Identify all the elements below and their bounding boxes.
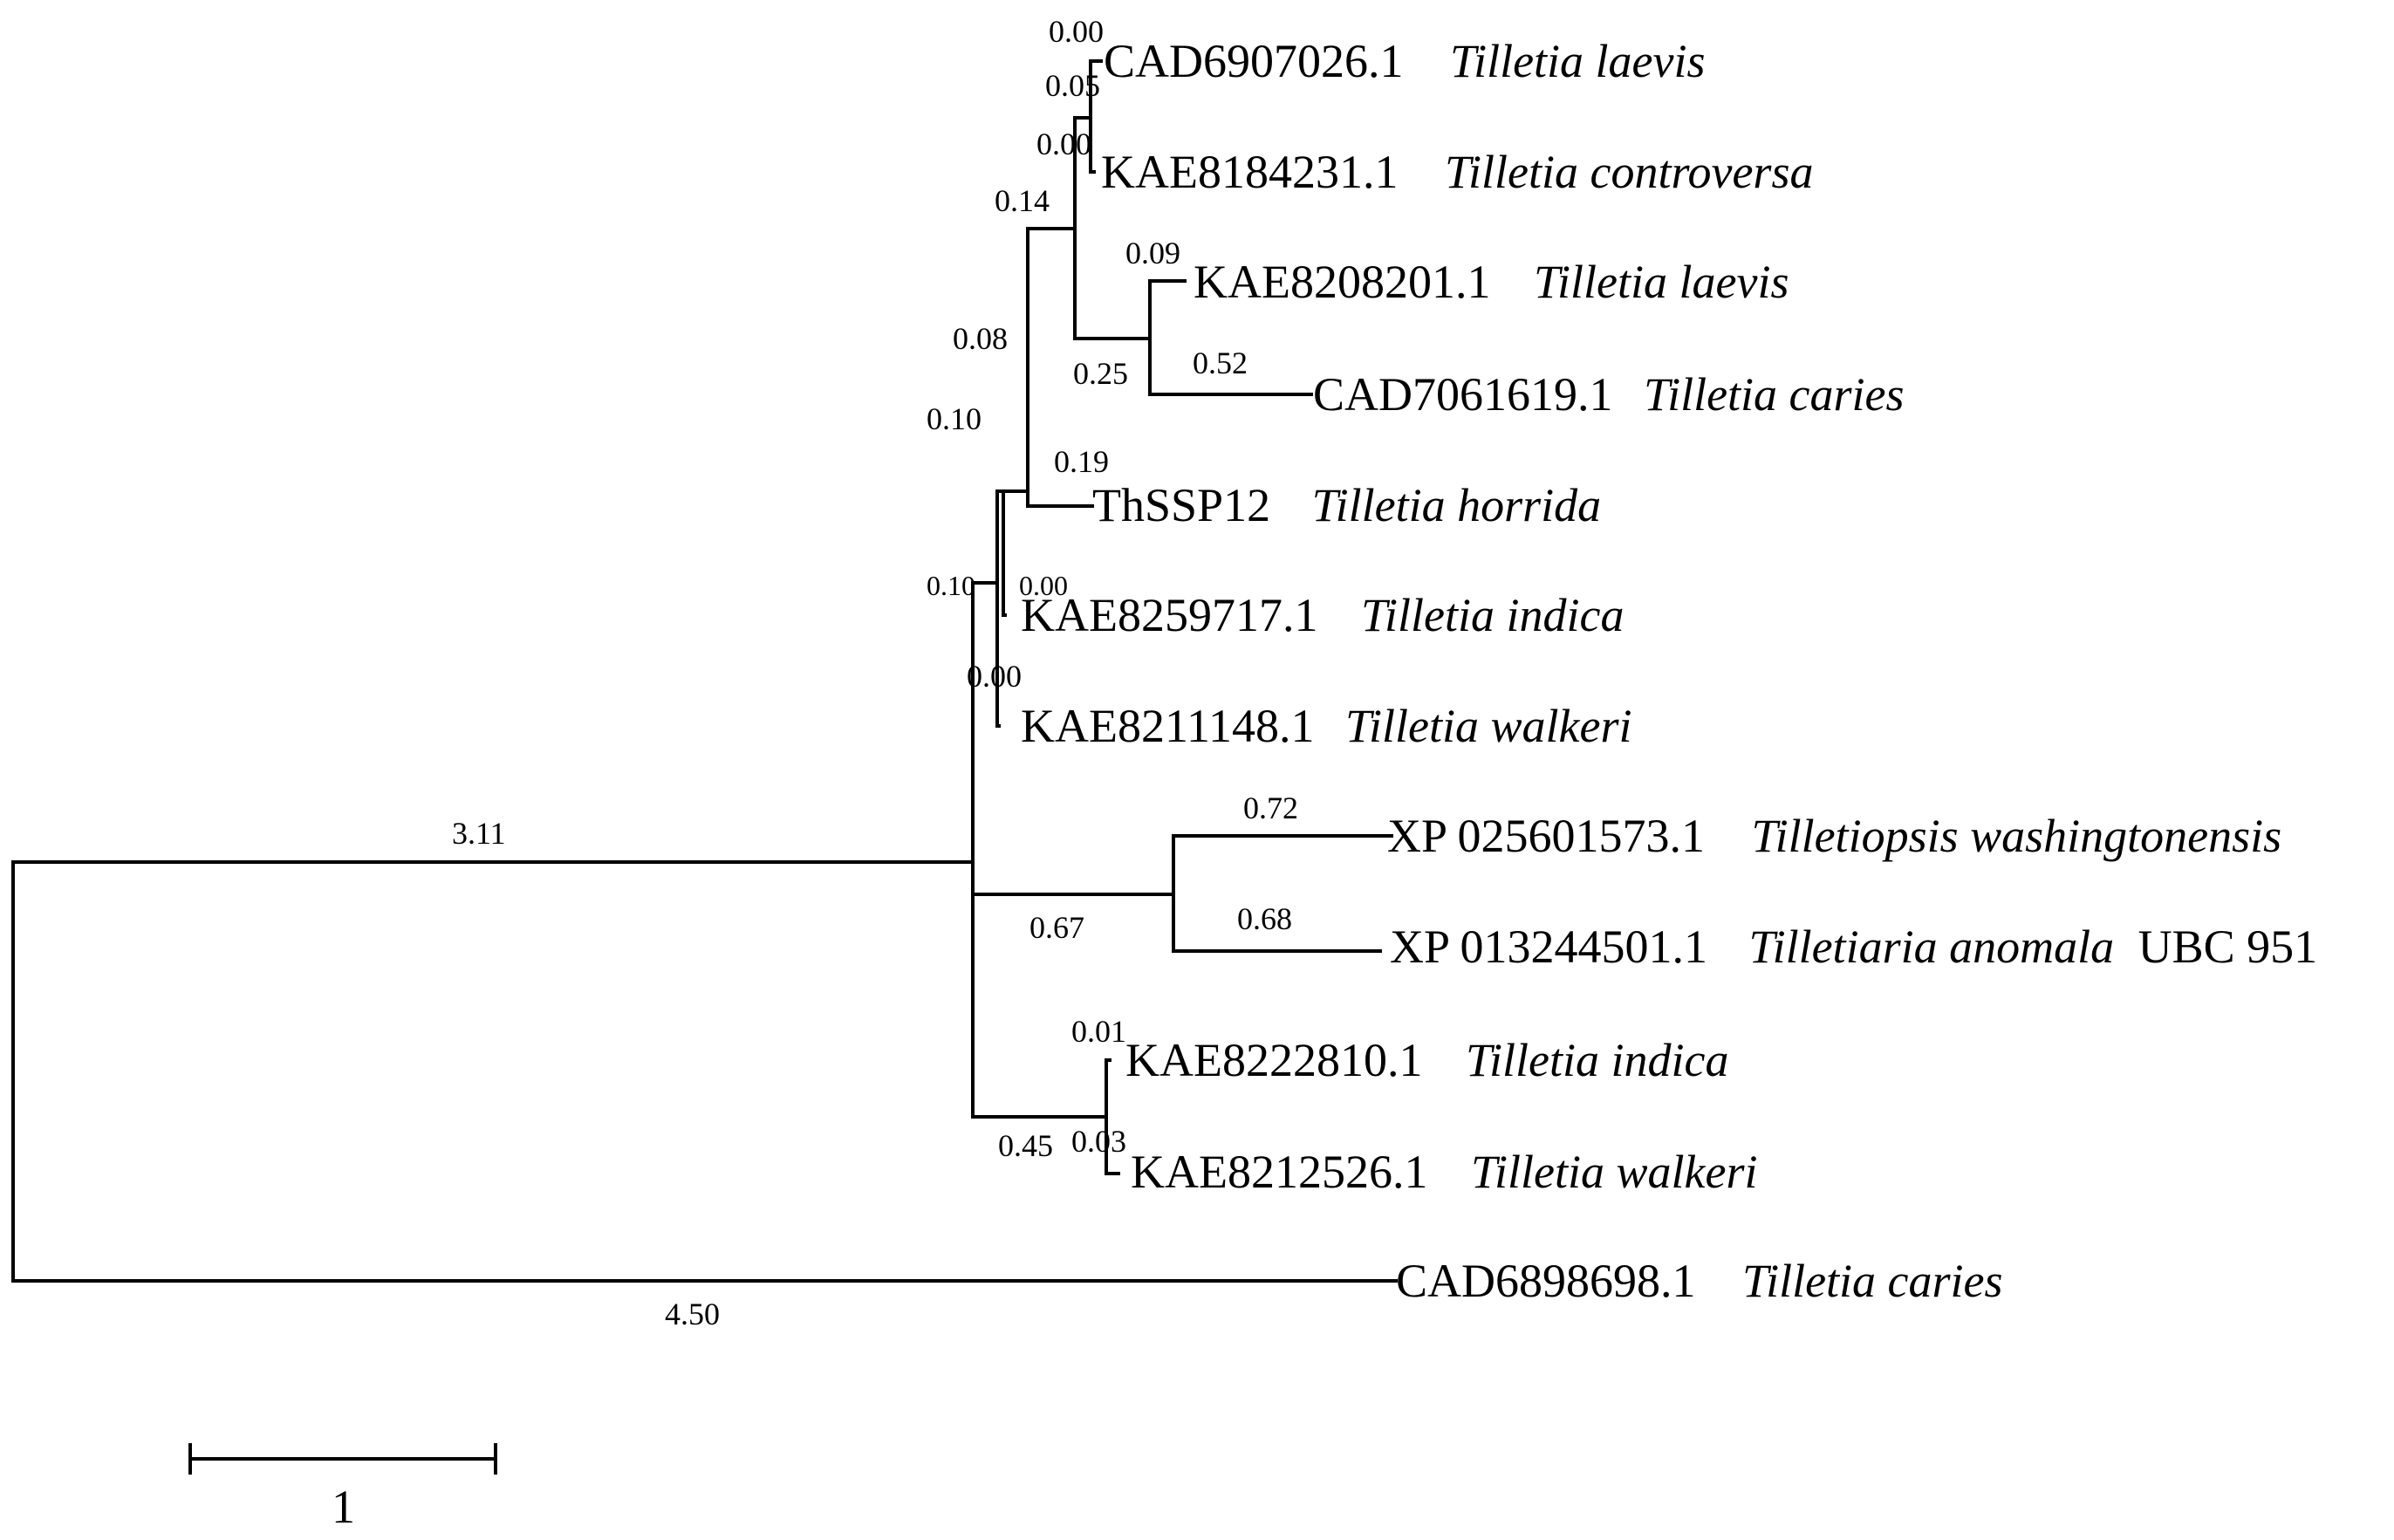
tip-label: KAE8212526.1 Tilletia walkeri <box>1131 1146 1758 1198</box>
branch-length-label: 0.68 <box>1237 901 1292 936</box>
branch-length-label: 0.01 <box>1071 1014 1126 1049</box>
branch-length-label: 0.52 <box>1193 346 1248 380</box>
tip-label: XP 025601573.1 Tilletiopsis washingtonen… <box>1387 810 2281 862</box>
tip-accession: XP 025601573.1 <box>1387 810 1705 862</box>
tip-species: Tilletia walkeri <box>1471 1146 1758 1198</box>
tip-label: KAE8222810.1 Tilletia indica <box>1125 1034 1729 1086</box>
tip-species: Tilletia caries <box>1644 368 1905 421</box>
tip-accession: KAE8259717.1 <box>1021 589 1317 641</box>
branch-length-label: 0.03 <box>1071 1124 1126 1159</box>
tip-label: CAD6898698.1 Tilletia caries <box>1396 1255 2003 1307</box>
tip-species: Tilletiaria anomala <box>1749 921 2115 973</box>
branch-length-label: 0.14 <box>995 183 1050 218</box>
tip-label: CAD6907026.1 Tilletia laevis <box>1104 35 1706 87</box>
tip-accession: CAD6898698.1 <box>1396 1255 1696 1307</box>
tip-strain: UBC 951 <box>2138 921 2318 973</box>
tip-species: Tilletia laevis <box>1534 256 1789 308</box>
branch-length-label: 0.10 <box>927 570 975 601</box>
branch-length-label: 0.00 <box>1019 570 1068 601</box>
tip-label: KAE8259717.1 Tilletia indica <box>1021 589 1624 641</box>
branch-length-label: 0.05 <box>1045 68 1100 103</box>
tip-label: ThSSP12 Tilletia horrida <box>1092 479 1601 531</box>
branch-length-label: 0.10 <box>927 401 982 436</box>
tip-species: Tilletia caries <box>1742 1255 2003 1307</box>
branch-length-label: 0.72 <box>1243 791 1298 825</box>
tip-species: Tilletia indica <box>1361 589 1624 641</box>
tip-accession: KAE8184231.1 <box>1101 146 1398 198</box>
tree-branches <box>11 59 1398 1283</box>
tip-species: Tilletia laevis <box>1450 35 1706 87</box>
tip-accession: KAE8212526.1 <box>1131 1146 1427 1198</box>
tip-species: Tilletia walkeri <box>1345 700 1632 752</box>
tip-label: CAD7061619.1 Tilletia caries <box>1313 368 1905 421</box>
branch-length-label: 0.09 <box>1125 236 1180 270</box>
branch-length-labels: 0.00 0.00 0.09 0.52 0.19 0.00 0.00 0.72 … <box>452 14 1298 1331</box>
branch-length-label: 4.50 <box>665 1297 720 1331</box>
tip-accession: KAE8222810.1 <box>1125 1034 1422 1086</box>
branch-length-label: 0.67 <box>1029 910 1084 945</box>
tip-label: KAE8208201.1 Tilletia laevis <box>1194 256 1789 308</box>
tip-label: XP 013244501.1 Tilletiaria anomala UBC 9… <box>1390 921 2317 973</box>
branch-length-label: 0.00 <box>1036 127 1091 161</box>
branch-length-label: 0.25 <box>1073 356 1128 391</box>
tip-species: Tilletia indica <box>1466 1034 1729 1086</box>
tip-label: KAE8211148.1 Tilletia walkeri <box>1021 700 1632 752</box>
tip-accession: KAE8208201.1 <box>1194 256 1490 308</box>
scale-bar-label: 1 <box>332 1481 355 1533</box>
tip-labels: CAD6907026.1 Tilletia laevis KAE8184231.… <box>1021 35 2317 1307</box>
tip-accession: KAE8211148.1 <box>1021 700 1314 752</box>
scale-bar: 1 <box>188 1443 497 1533</box>
branch-length-label: 3.11 <box>452 816 506 851</box>
branch-length-label: 0.19 <box>1054 444 1109 479</box>
tip-species: Tilletia horrida <box>1312 479 1602 531</box>
tip-accession: XP 013244501.1 <box>1390 921 1707 973</box>
tip-accession: CAD7061619.1 <box>1313 368 1613 421</box>
branch-length-label: 0.45 <box>998 1128 1053 1163</box>
tip-species: Tilletia controversa <box>1445 146 1813 198</box>
tip-accession: ThSSP12 <box>1092 479 1270 531</box>
branch-length-label: 0.00 <box>1049 14 1104 49</box>
tip-label: KAE8184231.1 Tilletia controversa <box>1101 146 1813 198</box>
tip-accession: CAD6907026.1 <box>1104 35 1404 87</box>
branch-length-label: 0.00 <box>967 659 1022 694</box>
tip-species: Tilletiopsis washingtonensis <box>1752 810 2282 862</box>
branch-length-label: 0.08 <box>953 321 1008 356</box>
